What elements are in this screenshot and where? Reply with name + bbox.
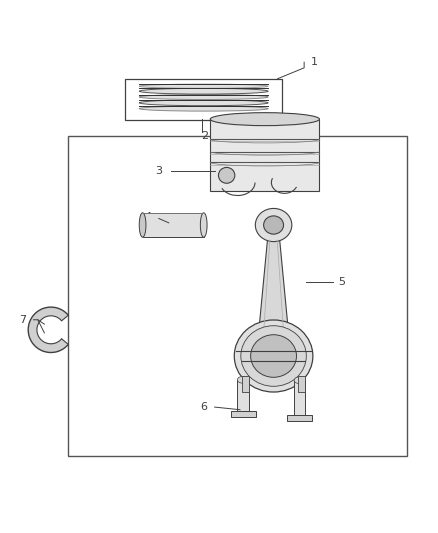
Text: 2: 2 [201,131,208,141]
Bar [287,415,312,422]
Bar [68,135,407,456]
Text: 5: 5 [338,277,345,287]
Ellipse shape [219,167,235,183]
Polygon shape [28,307,68,352]
Polygon shape [259,240,288,330]
Ellipse shape [139,106,268,111]
Bar [242,376,249,392]
Ellipse shape [139,84,268,88]
Ellipse shape [241,326,306,386]
Ellipse shape [139,100,268,106]
Ellipse shape [237,376,249,383]
Bar [294,380,305,415]
Bar [125,79,283,120]
Text: 6: 6 [200,402,207,412]
Text: 3: 3 [155,166,162,176]
Text: 7: 7 [19,315,26,325]
Bar [230,411,255,417]
Bar [298,376,305,392]
Ellipse shape [200,213,207,237]
Ellipse shape [139,213,146,237]
Ellipse shape [234,320,313,392]
Text: 4: 4 [144,212,151,222]
Ellipse shape [139,94,268,100]
Bar [237,380,249,411]
Text: 1: 1 [311,57,318,67]
Ellipse shape [264,216,283,234]
Ellipse shape [139,88,268,94]
Ellipse shape [294,377,305,384]
Ellipse shape [251,335,297,377]
Bar [143,213,204,237]
Bar [210,119,319,191]
Ellipse shape [255,208,292,241]
Ellipse shape [210,112,319,126]
